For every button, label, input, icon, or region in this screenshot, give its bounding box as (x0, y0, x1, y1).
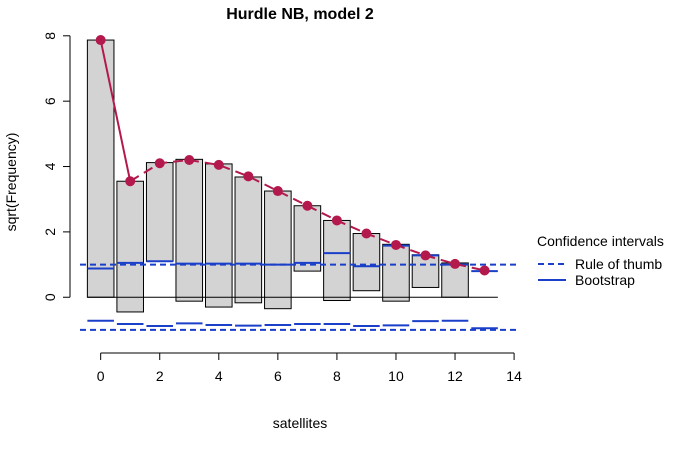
legend-label-bootstrap: Bootstrap (575, 272, 635, 288)
legend-title: Confidence intervals (537, 233, 664, 249)
bar (293, 205, 322, 272)
legend-label-rule-of-thumb: Rule of thumb (575, 256, 662, 272)
y-tick-label: 6 (42, 97, 58, 105)
plot-area (80, 35, 520, 331)
x-tick-label: 6 (274, 368, 282, 384)
chart-title: Hurdle NB, model 2 (226, 6, 374, 23)
y-tick-label: 4 (42, 162, 58, 170)
bar (323, 219, 351, 302)
fitted-point (331, 215, 342, 226)
fitted-line-solid (99, 39, 132, 182)
y-axis-label: sqrt(Frequency) (3, 133, 19, 232)
bar (352, 233, 381, 292)
bar (116, 180, 144, 313)
fitted-point (184, 154, 195, 165)
bar (382, 243, 410, 302)
x-tick-label: 8 (333, 368, 341, 384)
bar (205, 163, 233, 308)
x-tick-label: 0 (97, 368, 105, 384)
fitted-point (213, 159, 224, 170)
fitted-point (154, 158, 165, 169)
fitted-point (390, 239, 401, 250)
x-tick-label: 4 (215, 368, 223, 384)
fitted-point (302, 200, 313, 211)
bar (264, 190, 292, 310)
fitted-point (450, 258, 461, 269)
bar (86, 39, 115, 298)
fitted-point (95, 35, 106, 46)
fitted-point (479, 265, 490, 276)
x-tick-label: 14 (506, 368, 522, 384)
x-tick-label: 10 (388, 368, 404, 384)
x-tick-label: 12 (447, 368, 463, 384)
y-tick-label: 2 (42, 228, 58, 236)
fitted-point (243, 171, 254, 182)
y-tick-label: 0 (42, 293, 58, 301)
bar (145, 162, 174, 262)
x-axis-label: satellites (273, 415, 327, 431)
x-tick-label: 2 (156, 368, 164, 384)
y-tick-label: 8 (42, 32, 58, 40)
fitted-point (272, 186, 283, 197)
bar (234, 176, 263, 304)
axes: 0 2 4 6 8 10 12 14 0 2 4 6 8 (42, 32, 522, 384)
legend: Confidence intervals Rule of thumb Boots… (537, 233, 664, 288)
fitted-point (420, 250, 431, 261)
bar (175, 158, 204, 302)
fitted-point (361, 228, 372, 239)
fitted-point (125, 176, 136, 187)
